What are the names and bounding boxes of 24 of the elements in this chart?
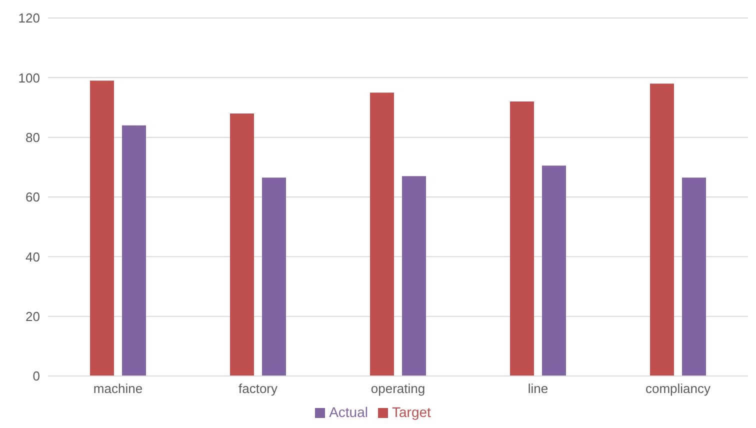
y-tick-label: 20	[26, 308, 40, 324]
x-tick-label: factory	[238, 381, 278, 396]
bar	[230, 113, 254, 376]
bar	[650, 84, 674, 376]
y-tick-label: 0	[32, 368, 40, 384]
y-tick-label: 60	[26, 190, 40, 205]
bar	[542, 166, 566, 376]
bar	[122, 125, 146, 376]
y-tick-label: 120	[18, 10, 40, 26]
x-tick-label: machine	[93, 381, 143, 396]
y-tick-label: 40	[26, 249, 40, 264]
y-tick-label: 100	[18, 70, 40, 86]
bar	[90, 80, 114, 376]
bar	[370, 92, 394, 376]
bar	[510, 102, 534, 376]
x-tick-label: line	[528, 381, 548, 396]
x-tick-label: operating	[370, 381, 426, 396]
bar	[682, 178, 706, 376]
legend-label: Actual	[329, 404, 368, 420]
y-tick-label: 80	[26, 130, 40, 145]
bar	[402, 176, 426, 376]
x-tick-label: compliancy	[645, 381, 712, 396]
legend-label: Target	[392, 404, 431, 420]
bar	[262, 178, 286, 376]
